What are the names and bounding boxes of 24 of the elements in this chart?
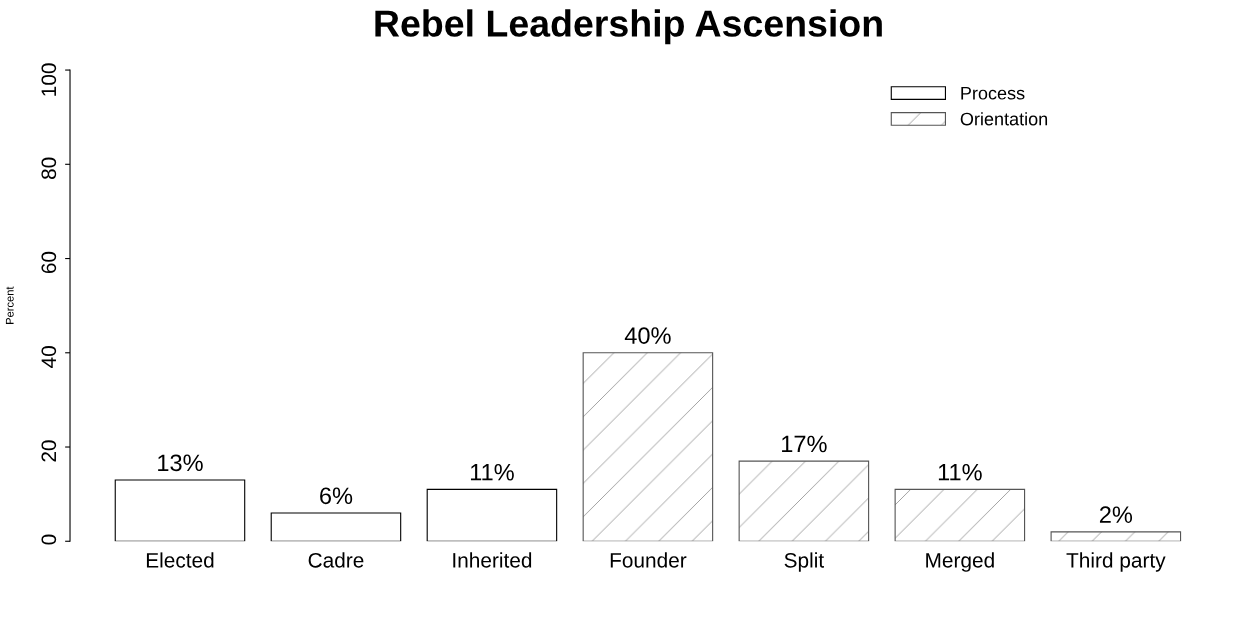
x-tick-label: Merged [926,552,994,572]
y-tick-label: 60 [41,251,57,274]
y-axis-title: Percent [5,286,14,324]
x-tick-label: Third party [1066,552,1166,572]
data-label: 40% [624,327,671,344]
y-tick-label: 20 [41,440,57,462]
data-label: 2% [1099,506,1133,523]
y-tick-label: 0 [41,534,57,545]
data-label: 11% [938,463,982,481]
x-tick-label: Inherited [453,552,532,568]
x-tick-label: Cadre [308,552,364,568]
legend-label: Process [961,86,1025,100]
y-tick-label: 100 [41,63,57,96]
x-tick-label: Elected [146,552,214,568]
x-tick-label: Founder [610,552,687,568]
x-tick-label: Split [784,552,824,572]
chart-title: Rebel Leadership Ascension [375,9,882,45]
data-label: 17% [782,435,827,453]
y-tick-label: 80 [41,157,57,180]
data-label: 13% [158,454,203,472]
data-label: 6% [320,487,353,505]
legend-label: Orientation [960,112,1048,126]
data-label: 11% [470,463,514,481]
y-tick-label: 40 [41,346,57,368]
